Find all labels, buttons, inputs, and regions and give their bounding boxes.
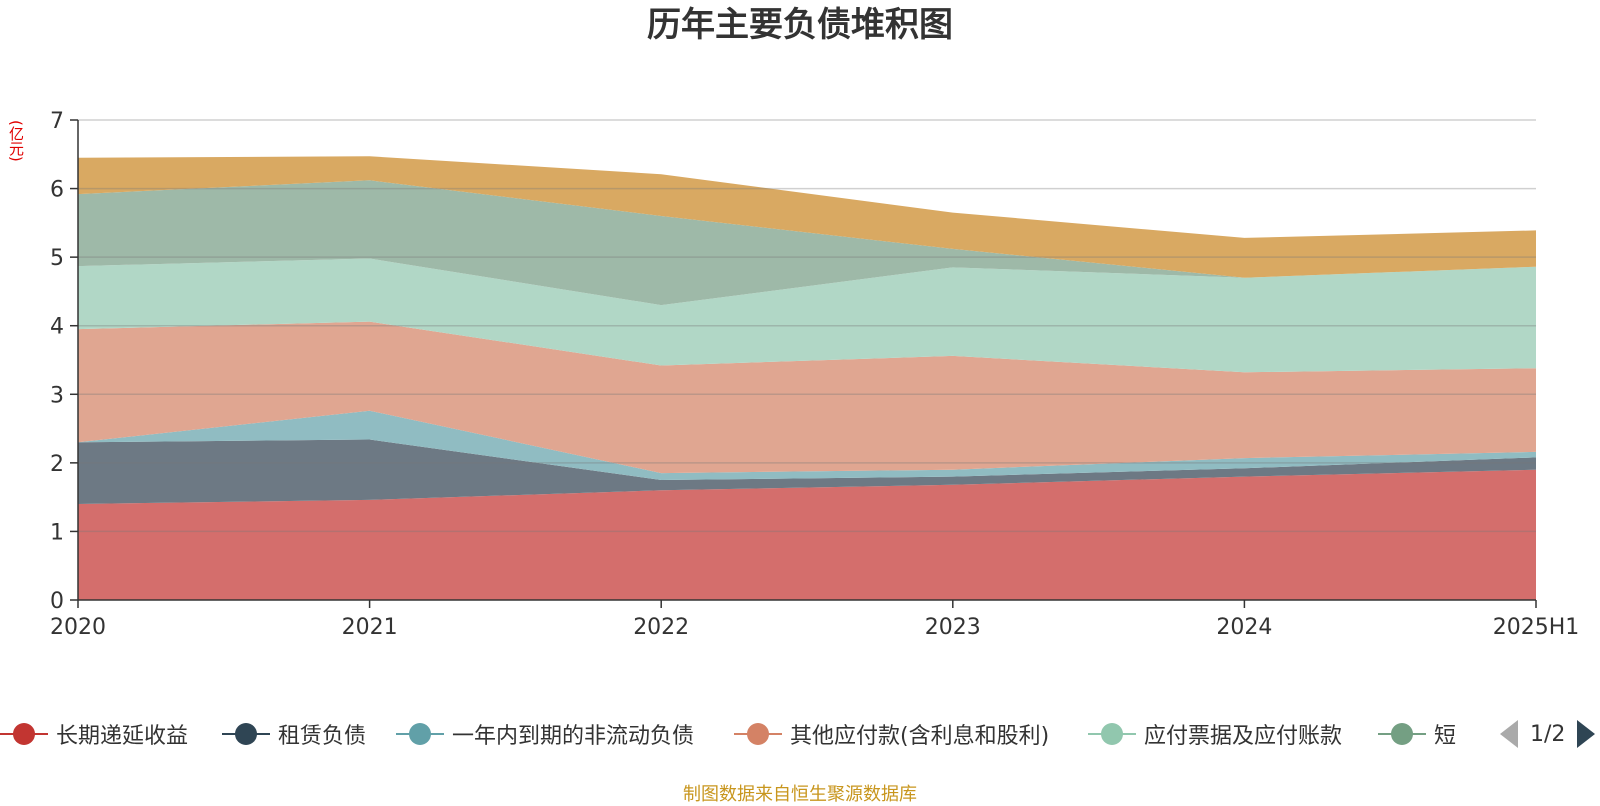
data-source-note: 制图数据来自恒生聚源数据库 [683, 784, 917, 805]
legend-dot [1101, 723, 1123, 745]
area-series-1 [78, 439, 1536, 504]
legend-label: 短 [1434, 724, 1457, 749]
legend-item-4[interactable]: 应付票据及应付账款 [1088, 716, 1342, 752]
legend-label: 一年内到期的非流动负债 [452, 724, 695, 749]
area-series-3 [78, 321, 1536, 474]
legend-marker-icon [734, 716, 782, 752]
legend-dot [235, 723, 257, 745]
legend-item-2[interactable]: 一年内到期的非流动负债 [396, 716, 694, 752]
y-tick-label: 2 [50, 452, 64, 477]
area-series-4 [78, 258, 1536, 373]
legend-label: 应付票据及应付账款 [1144, 724, 1343, 749]
area-series-6 [78, 156, 1536, 278]
legend-pager: 1/2 [1500, 716, 1596, 752]
legend-dot [409, 723, 431, 745]
legend-marker-icon [0, 716, 48, 752]
legend-label: 其他应付款(含利息和股利) [790, 724, 1050, 749]
legend-dot [13, 723, 35, 745]
y-tick-label: 1 [50, 520, 64, 545]
page-indicator: 1/2 [1530, 721, 1566, 747]
legend-dot [1391, 723, 1413, 745]
y-tick-label: 6 [50, 178, 64, 203]
x-tick-label: 2025H1 [1493, 615, 1580, 640]
chart-title: 历年主要负债堆积图 [647, 5, 953, 45]
legend-item-5[interactable]: 短 [1378, 716, 1456, 752]
previous-page-icon[interactable] [1500, 720, 1518, 748]
y-tick-label: 5 [50, 246, 64, 271]
y-tick-label: 4 [50, 315, 64, 340]
x-tick-label: 2024 [1216, 615, 1272, 640]
legend-dot [747, 723, 769, 745]
y-tick-label: 0 [50, 589, 64, 614]
legend-marker-icon [222, 716, 270, 752]
area-series-2 [78, 410, 1536, 480]
legend-item-3[interactable]: 其他应付款(含利息和股利) [734, 716, 1049, 752]
legend-label: 租赁负债 [278, 724, 367, 749]
next-page-icon[interactable] [1577, 720, 1596, 748]
x-tick-label: 2023 [925, 615, 981, 640]
legend-marker-icon [396, 716, 444, 752]
x-tick-label: 2021 [342, 615, 398, 640]
x-tick-label: 2022 [633, 615, 689, 640]
legend-label: 长期递延收益 [56, 724, 189, 749]
x-tick-label: 2020 [50, 615, 106, 640]
legend-item-1[interactable]: 租赁负债 [222, 716, 366, 752]
legend-marker-icon [1088, 716, 1136, 752]
y-tick-label: 7 [50, 109, 64, 134]
y-tick-label: 3 [50, 383, 64, 408]
legend-marker-icon [1378, 716, 1426, 752]
area-series-5 [78, 180, 1536, 306]
chart-legend: 长期递延收益 租赁负债 一年内到期的非流动负债 其他应付款(含利息和股利) 应付… [0, 716, 1470, 752]
legend-item-0[interactable]: 长期递延收益 [0, 716, 188, 752]
area-series-0 [78, 469, 1536, 600]
y-axis-unit-label: (亿元) [7, 120, 25, 162]
